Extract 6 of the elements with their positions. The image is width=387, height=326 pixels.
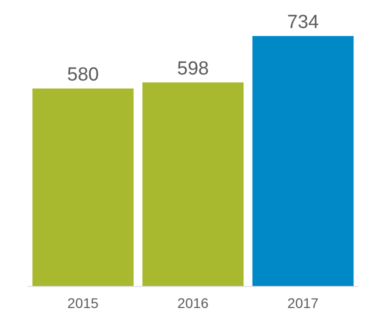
x-tick-label: 2017 [287,295,319,311]
data-label: 734 [287,12,320,33]
x-tick-label: 2015 [67,295,99,311]
data-label: 598 [177,58,209,80]
data-label: 580 [67,64,99,86]
x-tick-label: 2016 [177,295,209,311]
